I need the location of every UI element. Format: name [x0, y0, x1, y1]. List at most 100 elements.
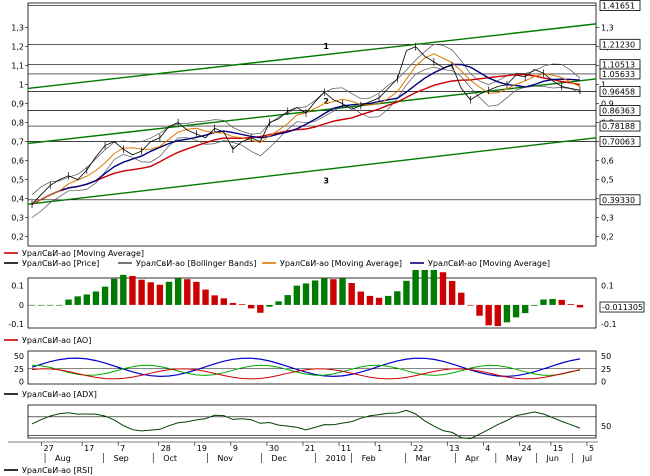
ao-bar — [385, 295, 392, 305]
ao-bar — [37, 304, 45, 306]
ao-bar — [47, 304, 54, 306]
price-ytick-label-right: 1 — [601, 81, 606, 90]
ao-bar — [174, 278, 182, 305]
ao-bar — [485, 304, 492, 326]
price-ytick-label-left: 0,8 — [11, 119, 24, 128]
rsi-line — [31, 409, 581, 440]
ao-bar — [311, 280, 319, 305]
ao-bar — [448, 280, 456, 305]
price-level-label: 0.70063 — [602, 137, 635, 146]
price-level-box — [599, 120, 641, 132]
adx-legend-entry: УралСвИ-ао [ADX] — [22, 390, 97, 399]
ao-bar — [302, 283, 310, 305]
price-level-box — [599, 38, 641, 50]
price-legend-entry: УралСвИ-ао [Bollinger Bands] — [136, 259, 256, 268]
price-level-label: 1.10513 — [602, 61, 635, 70]
x-day-label: 28 — [161, 444, 171, 453]
x-month-label: Jul — [581, 454, 592, 463]
price-level-box — [599, 0, 641, 11]
rsi-plot-frame — [27, 404, 597, 439]
rsi-ytick-label-right: 50 — [601, 422, 611, 431]
channel-label: 3 — [323, 177, 329, 186]
price-ytick-label-left: 1,3 — [11, 24, 24, 33]
x-day-label: 27 — [44, 444, 54, 453]
ao-bar — [28, 304, 36, 306]
price-chart: 1,31,31,21,21,11,1110,90,90,80,80,70,70,… — [4, 0, 641, 268]
adx-ytick-label-right: 50 — [601, 352, 611, 361]
price-plot-frame — [27, 2, 597, 247]
price-ytick-label-left: 1,2 — [11, 43, 24, 52]
x-month-label: Feb — [362, 454, 376, 463]
ao-bar — [476, 304, 483, 316]
ao-bar — [558, 299, 565, 305]
adx-minus-di — [31, 368, 581, 380]
ao-legend-entry: УралСвИ-ао [AO] — [22, 336, 91, 345]
ao-bar — [184, 279, 191, 305]
price-legend-entry: УралСвИ-ао [Moving Average] — [280, 259, 402, 268]
adx-ytick-label-left: 25 — [14, 365, 24, 374]
ao-bar — [284, 295, 291, 305]
ao-bar — [257, 304, 264, 313]
ao-bar — [101, 286, 109, 305]
ao-bar — [439, 272, 447, 305]
price-level-label: 0.86363 — [602, 107, 635, 116]
bollinger-upper — [31, 43, 581, 195]
channel-line — [27, 78, 597, 145]
x-day-label: 4 — [485, 444, 490, 453]
rsi-panel: 50 27 17 7 28 19 9 30 21 11 1 22 13 4 24 15 5 Aug Sep Oct No… — [0, 402, 650, 476]
ao-bar — [531, 304, 538, 306]
x-day-label: 17 — [84, 444, 94, 453]
price-ytick-label-right: 0,9 — [601, 100, 614, 109]
x-day-label: 9 — [233, 444, 238, 453]
ao-bar — [421, 270, 428, 305]
adx-ytick-label-left: 0 — [19, 377, 24, 386]
ao-bar — [357, 291, 364, 305]
ao-bar — [467, 304, 474, 306]
ao-bar — [394, 291, 401, 305]
x-month-label: Sep — [114, 454, 129, 463]
ao-bar — [375, 297, 383, 305]
x-month-label: Nov — [217, 454, 233, 463]
price-ytick-label-right: 0,2 — [601, 233, 614, 242]
x-month-label: Mar — [416, 454, 432, 463]
x-month-label: May — [506, 454, 523, 463]
ao-bar — [512, 304, 520, 318]
ao-bar — [549, 299, 556, 305]
ao-bar — [238, 304, 246, 305]
rsi-legend-entry: УралСвИ-ао [RSI] — [22, 466, 93, 475]
ao-bar — [293, 285, 301, 305]
price-level-box — [599, 194, 641, 206]
channel-line — [27, 137, 597, 205]
bollinger-lower — [31, 66, 581, 218]
x-month-label: Oct — [163, 454, 177, 463]
price-ytick-label-left: 1 — [19, 81, 24, 90]
ao-bar — [147, 282, 154, 305]
price-ytick-label-left: 0,2 — [11, 233, 24, 242]
price-ytick-label-left: 0,7 — [11, 138, 24, 147]
x-day-label: 5 — [589, 444, 594, 453]
price-legend-entry: УралСвИ-ао [Moving Average] — [428, 259, 550, 268]
ao-bar — [430, 270, 438, 305]
ao-bar — [503, 304, 511, 323]
x-month-label: Apr — [465, 454, 480, 463]
adx-panel: 50 50 25 25 0 0 УралСвИ-ао [ADX] — [0, 348, 650, 402]
ao-ytick-label-right: -0.1 — [601, 320, 617, 329]
ao-ytick-label-left: 0.1 — [11, 282, 24, 291]
channel-label: 1 — [323, 42, 329, 51]
ao-bar — [412, 270, 419, 305]
price-ytick-label-left: 0,4 — [11, 195, 24, 204]
ao-bar — [567, 304, 575, 305]
ao-value-box — [599, 301, 645, 313]
ao-bar — [111, 278, 118, 305]
x-day-label: 30 — [269, 444, 279, 453]
ao-value-label: -0.011305 — [602, 303, 643, 312]
ao-bar — [65, 299, 72, 305]
ao-ytick-label-left: -0.1 — [8, 320, 24, 329]
channel-line — [27, 23, 597, 90]
ao-bar — [339, 278, 346, 305]
ao-bar — [56, 304, 63, 306]
price-ytick-label-left: 0,6 — [11, 157, 24, 166]
ao-bar — [120, 274, 127, 305]
